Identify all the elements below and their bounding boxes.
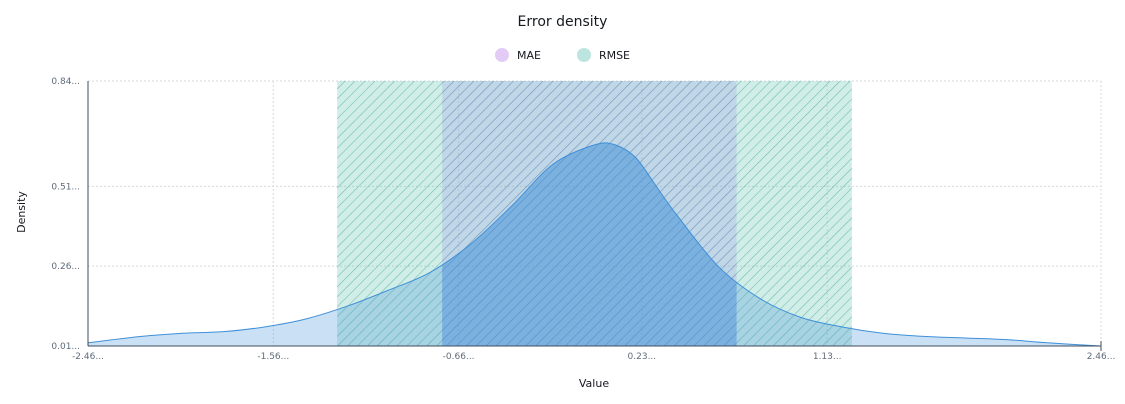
legend-item-mae[interactable]: MAE	[494, 48, 541, 62]
tick-labels: -2.46... -1.56... -0.66... 0.23... 1.13... 2.…	[51, 77, 1115, 362]
legend-swatch-rmse	[576, 48, 591, 62]
axes	[87, 81, 1102, 351]
chart-title: Error density	[517, 14, 608, 30]
x-tick-label: 2.46...	[1087, 352, 1116, 362]
density-line	[87, 142, 1102, 347]
x-tick-label: 0.23...	[628, 352, 657, 362]
legend-swatch-mae	[494, 48, 509, 62]
legend-label-mae: MAE	[516, 48, 541, 62]
y-tick-label: 0.84...	[51, 77, 80, 87]
chart-legend: MAE RMSE	[0, 48, 1125, 62]
density-area	[87, 142, 1102, 347]
y-tick-label: 0.01...	[51, 342, 80, 352]
x-tick-label: -2.46...	[72, 352, 104, 362]
y-tick-label: 0.26...	[51, 262, 80, 272]
x-tick-label: 1.13...	[813, 352, 842, 362]
band-hatch-mae	[442, 81, 737, 346]
legend-label-rmse: RMSE	[598, 48, 631, 62]
density-fill-mae	[442, 142, 737, 346]
legend-item-rmse[interactable]: RMSE	[576, 48, 631, 62]
density-fill	[88, 142, 1101, 346]
x-tick-label: -0.66...	[443, 352, 475, 362]
y-axis-label: Density	[15, 191, 28, 233]
x-tick-label: -1.56...	[257, 352, 289, 362]
x-axis-label: Value	[579, 377, 609, 390]
y-tick-label: 0.51...	[51, 182, 80, 192]
